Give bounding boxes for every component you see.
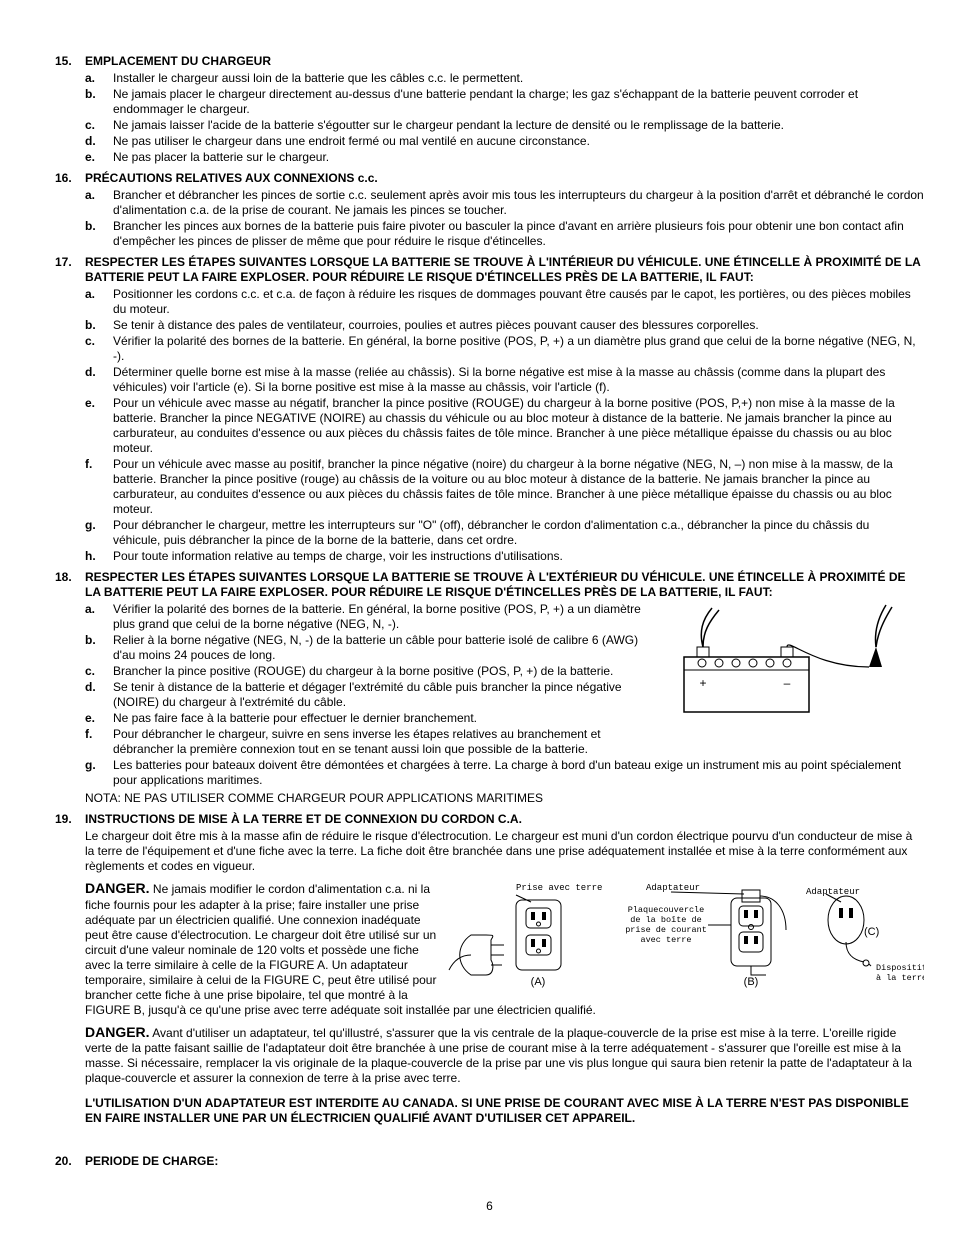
danger-label-1: DANGER. — [85, 880, 150, 896]
section-17-items: a.Positionner les cordons c.c. et c.a. d… — [85, 287, 924, 564]
section-title: PERIODE DE CHARGE: — [85, 1154, 924, 1169]
item-letter: e. — [85, 711, 113, 726]
item-letter: a. — [85, 71, 113, 86]
item-letter: a. — [85, 188, 113, 203]
section-18: 18. RESPECTER LES ÉTAPES SUIVANTES LORSQ… — [55, 570, 924, 806]
danger-label-2: DANGER. — [85, 1024, 150, 1040]
section-title: RESPECTER LES ÉTAPES SUIVANTES LORSQUE L… — [85, 570, 924, 600]
item-letter: a. — [85, 602, 113, 617]
adapter-canada-warning: L'UTILISATION D'UN ADAPTATEUR EST INTERD… — [85, 1096, 924, 1126]
danger-2-text: Avant d'utiliser un adaptateur, tel qu'i… — [85, 1026, 912, 1086]
item-text: Déterminer quelle borne est mise à la ma… — [113, 365, 924, 395]
item-letter: g. — [85, 758, 113, 773]
item-text: Se tenir à distance des pales de ventila… — [113, 318, 924, 333]
page-number: 6 — [55, 1199, 924, 1214]
section-number: 18. — [55, 570, 85, 585]
label-prise: Prise avec terre — [516, 883, 602, 893]
item-letter: b. — [85, 219, 113, 234]
neg-label: – — [784, 676, 791, 690]
item-letter: b. — [85, 87, 113, 102]
item-text: Pour un véhicule avec masse au négatif, … — [113, 396, 924, 456]
item-letter: e. — [85, 396, 113, 411]
section-19-intro: Le chargeur doit être mis à la masse afi… — [85, 829, 924, 874]
item-text: Installer le chargeur aussi loin de la b… — [113, 71, 924, 86]
item-letter: b. — [85, 318, 113, 333]
item-letter: f. — [85, 727, 113, 742]
label-disp-2: à la terre — [876, 973, 924, 983]
figure-a: (A) — [449, 895, 561, 988]
item-text: Pour débrancher le chargeur, suivre en s… — [113, 727, 654, 757]
section-15-items: a.Installer le chargeur aussi loin de la… — [85, 71, 924, 165]
item-text: Les batteries pour bateaux doivent être … — [113, 758, 924, 788]
label-adaptateur-1: Adaptateur — [646, 883, 700, 893]
item-letter: d. — [85, 365, 113, 380]
item-text: Positionner les cordons c.c. et c.a. de … — [113, 287, 924, 317]
item-text: Ne pas utiliser le chargeur dans une end… — [113, 134, 924, 149]
item-text: Vérifier la polarité des bornes de la ba… — [113, 602, 654, 632]
section-number: 16. — [55, 171, 85, 186]
nota-maritime: NOTA: NE PAS UTILISER COMME CHARGEUR POU… — [85, 791, 924, 806]
item-text: Brancher les pinces aux bornes de la bat… — [113, 219, 924, 249]
label-plaque-2: de la boîte de — [630, 915, 701, 925]
battery-diagram: + – — [664, 602, 924, 727]
figure-c: (C) — [826, 894, 879, 966]
label-adaptateur-2: Adaptateur — [806, 887, 860, 897]
item-text: Vérifier la polarité des bornes de la ba… — [113, 334, 924, 364]
item-text: Pour un véhicule avec masse au positif, … — [113, 457, 924, 517]
item-text: Pour toute information relative au temps… — [113, 549, 924, 564]
label-disp-1: Dispositif de mise — [876, 963, 924, 973]
item-text: Ne pas placer la batterie sur le chargeu… — [113, 150, 924, 165]
section-15: 15. EMPLACEMENT DU CHARGEUR a.Installer … — [55, 54, 924, 165]
item-letter: b. — [85, 633, 113, 648]
label-plaque-3: prise de courant — [625, 925, 707, 935]
item-text: Pour débrancher le chargeur, mettre les … — [113, 518, 924, 548]
section-number: 19. — [55, 812, 85, 827]
label-plaque-1: Plaquecouvercle — [628, 905, 705, 915]
item-letter: c. — [85, 664, 113, 679]
item-text: Brancher et débrancher les pinces de sor… — [113, 188, 924, 218]
pos-label: + — [699, 676, 706, 690]
section-number: 20. — [55, 1154, 85, 1169]
section-19: 19. INSTRUCTIONS DE MISE À LA TERRE ET D… — [55, 812, 924, 1126]
item-text: Brancher la pince positive (ROUGE) du ch… — [113, 664, 654, 679]
numbered-sections: 15. EMPLACEMENT DU CHARGEUR a.Installer … — [55, 54, 924, 1169]
page: 15. EMPLACEMENT DU CHARGEUR a.Installer … — [0, 0, 954, 1244]
item-letter: h. — [85, 549, 113, 564]
item-letter: a. — [85, 287, 113, 302]
item-letter: g. — [85, 518, 113, 533]
item-text: Relier à la borne négative (NEG, N, -) d… — [113, 633, 654, 663]
grounding-adapter-diagram: Prise avec terre Adaptateur Adaptateur P… — [446, 880, 924, 990]
section-20: 20. PERIODE DE CHARGE: — [55, 1154, 924, 1169]
figure-b-label: (B) — [744, 976, 759, 988]
item-text: Ne pas faire face à la batterie pour eff… — [113, 711, 654, 726]
section-number: 15. — [55, 54, 85, 69]
label-plaque-4: avec terre — [640, 935, 691, 945]
section-16: 16. PRÉCAUTIONS RELATIVES AUX CONNEXIONS… — [55, 171, 924, 249]
item-letter: d. — [85, 134, 113, 149]
item-letter: f. — [85, 457, 113, 472]
section-16-items: a.Brancher et débrancher les pinces de s… — [85, 188, 924, 249]
section-number: 17. — [55, 255, 85, 270]
section-title: RESPECTER LES ÉTAPES SUIVANTES LORSQUE L… — [85, 255, 924, 285]
figure-c-label: (C) — [864, 926, 879, 938]
item-letter: d. — [85, 680, 113, 695]
section-title: PRÉCAUTIONS RELATIVES AUX CONNEXIONS c.c… — [85, 171, 924, 186]
item-text: Ne jamais placer le chargeur directement… — [113, 87, 924, 117]
item-letter: c. — [85, 118, 113, 133]
section-17: 17. RESPECTER LES ÉTAPES SUIVANTES LORSQ… — [55, 255, 924, 564]
figure-a-label: (A) — [531, 976, 546, 988]
item-letter: e. — [85, 150, 113, 165]
section-title: EMPLACEMENT DU CHARGEUR — [85, 54, 924, 69]
section-title: INSTRUCTIONS DE MISE À LA TERRE ET DE CO… — [85, 812, 924, 827]
item-letter: c. — [85, 334, 113, 349]
item-text: Ne jamais laisser l'acide de la batterie… — [113, 118, 924, 133]
item-text: Se tenir à distance de la batterie et dé… — [113, 680, 654, 710]
